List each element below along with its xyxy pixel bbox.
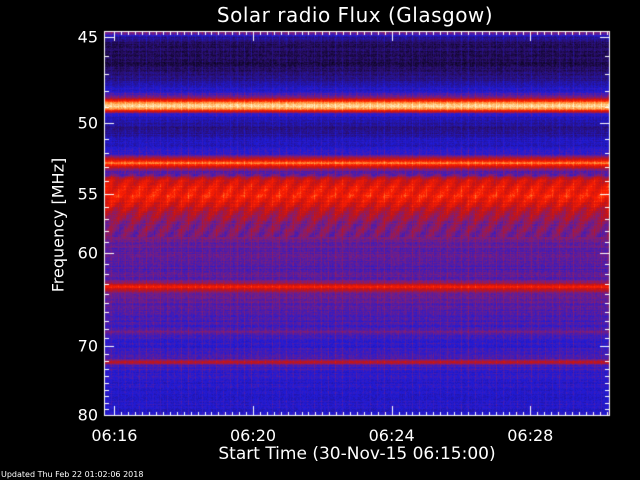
x-tick-label: 06:16 <box>91 426 138 445</box>
y-tick-label: 45 <box>77 27 98 47</box>
y-tick-label: 70 <box>77 336 98 356</box>
y-tick-label: 60 <box>77 243 98 263</box>
y-axis-label: Frequency [MHz] <box>48 157 68 293</box>
y-tick-label: 80 <box>77 405 98 425</box>
x-axis-label: Start Time (30-Nov-15 06:15:00) <box>218 444 496 464</box>
y-tick-label: 50 <box>77 113 98 133</box>
x-tick-label: 06:24 <box>368 426 415 445</box>
x-tick-label: 06:20 <box>229 426 277 445</box>
x-tick-label: 06:28 <box>507 426 554 445</box>
chart-title: Solar radio Flux (Glasgow) <box>216 3 494 27</box>
updated-timestamp: Updated Thu Feb 22 01:02:06 2018 <box>1 470 144 479</box>
y-tick-label: 55 <box>77 184 98 204</box>
